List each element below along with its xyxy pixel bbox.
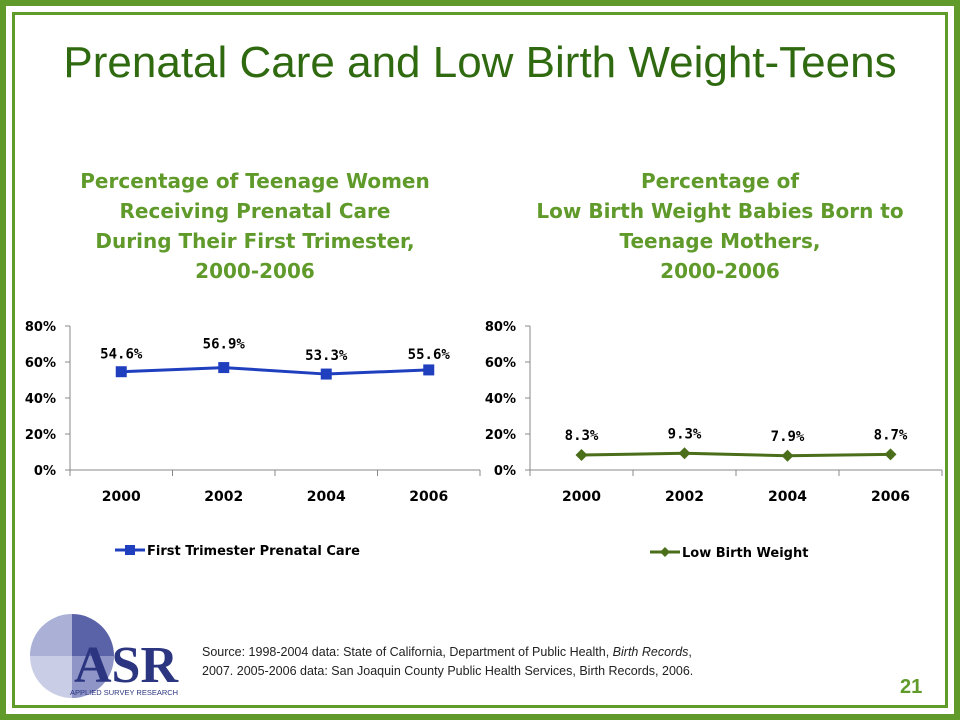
data-point: [781, 449, 794, 462]
y-tick-label: 0%: [34, 464, 56, 479]
y-tick-label: 60%: [485, 356, 516, 371]
legend-marker: [125, 545, 135, 555]
left-chart-title-line: Percentage of Teenage Women: [80, 169, 430, 193]
slide-title: Prenatal Care and Low Birth Weight-Teens: [63, 38, 897, 87]
data-point: [575, 449, 588, 462]
data-label: 9.3%: [668, 426, 702, 442]
data-label: 8.3%: [565, 428, 599, 444]
low-birth-weight-line-chart: 0% 20% 40% 60% 80% 2000 2002 2004 2006 8.3% 9.3% 7.…: [485, 320, 943, 561]
x-tick-label: 2002: [204, 489, 243, 505]
logo-text: ASR: [74, 637, 179, 694]
data-label: 53.3%: [305, 348, 348, 364]
data-point: [115, 366, 127, 378]
page-number: 21: [900, 676, 923, 698]
x-tick-label: 2000: [562, 489, 601, 505]
y-tick-label: 60%: [25, 356, 56, 371]
right-chart-title-line: 2000-2006: [660, 259, 780, 283]
y-tick-label: 0%: [494, 464, 516, 479]
x-tick-label: 2004: [307, 489, 346, 505]
y-tick-label: 80%: [485, 320, 516, 335]
x-tick-label: 2002: [665, 489, 704, 505]
right-chart-title-line: Low Birth Weight Babies Born to: [536, 199, 904, 223]
left-chart-title: Percentage of Teenage Women Receiving Pr…: [30, 166, 480, 286]
data-point: [884, 448, 897, 461]
data-point: [678, 447, 691, 460]
data-point: [320, 368, 332, 380]
data-point: [218, 362, 230, 374]
prenatal-care-line-chart: 0% 20% 40% 60% 80% 2000 2002 2004 2006 54.6% 56.9%…: [25, 320, 481, 559]
x-tick-label: 2000: [102, 489, 141, 505]
y-tick-label: 80%: [25, 320, 56, 335]
left-chart-title-line: 2000-2006: [195, 259, 315, 283]
logo-subtitle: APPLIED SURVEY RESEARCH: [70, 688, 178, 697]
legend-label: First Trimester Prenatal Care: [147, 544, 360, 559]
data-label: 55.6%: [408, 347, 451, 363]
right-chart-title-line: Percentage of: [640, 169, 800, 193]
legend-marker: [660, 547, 670, 557]
left-chart-title-line: During Their First Trimester,: [95, 229, 415, 253]
x-tick-label: 2004: [768, 489, 807, 505]
left-chart-title-line: Receiving Prenatal Care: [119, 199, 391, 223]
logo-globe-icon: [30, 614, 114, 698]
right-chart-title-line: Teenage Mothers,: [619, 229, 821, 253]
data-label: 8.7%: [874, 427, 908, 443]
source-text-italic: Birth Records: [612, 645, 689, 659]
data-label: 54.6%: [100, 347, 143, 363]
source-note: Source: 1998-2004 data: State of Califor…: [202, 643, 862, 681]
series-line: [121, 366, 429, 376]
y-tick-label: 40%: [25, 392, 56, 407]
series-line: [581, 451, 891, 458]
right-chart-title: Percentage of Low Birth Weight Babies Bo…: [490, 166, 950, 286]
x-tick-label: 2006: [409, 489, 448, 505]
source-text: 2007. 2005-2006 data: San Joaquin County…: [202, 664, 694, 678]
y-tick-label: 40%: [485, 392, 516, 407]
data-point: [423, 364, 435, 376]
x-tick-label: 2006: [871, 489, 910, 505]
slide-frame-inner: [12, 12, 948, 708]
asr-logo: ASR APPLIED SURVEY RESEARCH: [30, 614, 179, 698]
data-label: 56.9%: [203, 337, 246, 353]
source-text: Source: 1998-2004 data: State of Califor…: [202, 645, 613, 659]
y-tick-label: 20%: [25, 428, 56, 443]
data-label: 7.9%: [771, 429, 805, 445]
source-text: ,: [688, 645, 692, 659]
legend-label: Low Birth Weight: [682, 546, 808, 561]
y-tick-label: 20%: [485, 428, 516, 443]
